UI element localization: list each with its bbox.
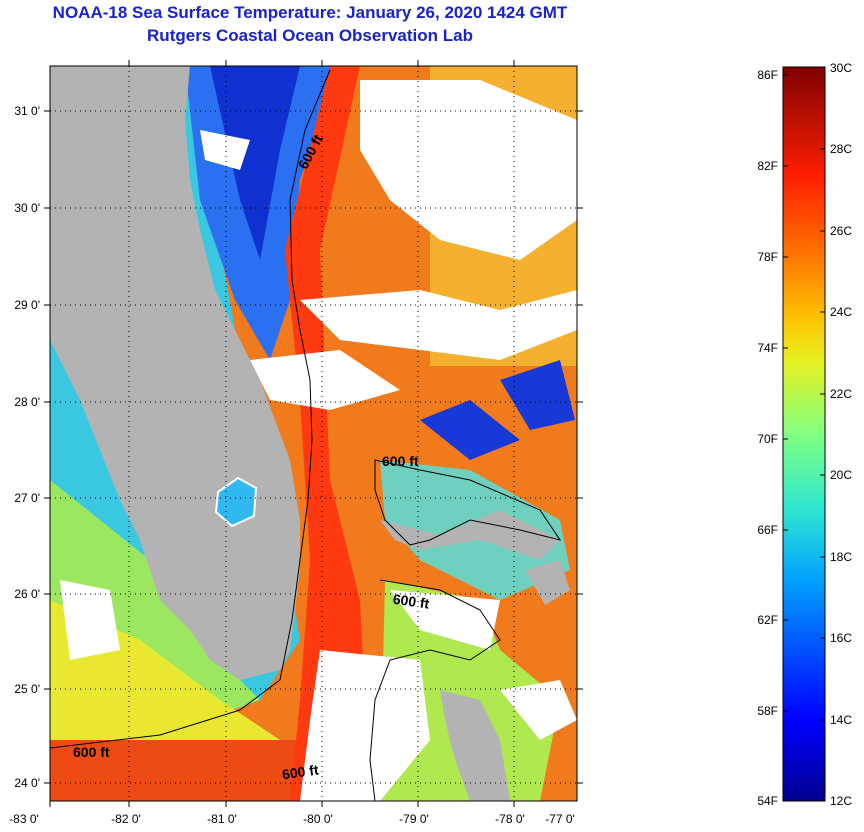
eleuthera (525, 560, 570, 605)
colorbar-c-label: 22C (830, 387, 852, 401)
colorbar-f-label: 54F (757, 794, 778, 808)
colorbar-c-label: 18C (830, 550, 852, 564)
longitude-label: -83 0' (9, 812, 39, 826)
colorbar-c-label: 16C (830, 631, 852, 645)
land (50, 66, 570, 801)
latitude-label: 28 0' (14, 395, 40, 409)
latitude-label: 27 0' (14, 491, 40, 505)
longitude-label: -82 0' (111, 812, 141, 826)
map-subtitle: Rutgers Coastal Ocean Observation Lab (147, 26, 473, 45)
map-frame (49, 65, 578, 802)
colorbar-c-label: 14C (830, 713, 852, 727)
colorbar-f-label: 70F (757, 432, 778, 446)
longitude-label: -79 0' (399, 812, 429, 826)
florida-peninsula (50, 66, 300, 680)
latitude-label: 29 0' (14, 298, 40, 312)
colorbar-f-label: 62F (757, 613, 778, 627)
colorbar-c-label: 12C (830, 794, 852, 808)
isobath-line (369, 579, 501, 801)
longitude-label: -81 0' (207, 812, 237, 826)
cold-patch (420, 400, 520, 460)
longitude-label: -78 0' (495, 812, 525, 826)
colorbar-f-label: 82F (757, 159, 778, 173)
colorbar-f-label: 58F (757, 704, 778, 718)
latitude-label: 26 0' (14, 587, 40, 601)
colorbar-f-label: 66F (757, 523, 778, 537)
colorbar-ticks (783, 66, 825, 721)
andros-island (440, 690, 510, 801)
isobath-line (374, 459, 562, 546)
gulf-stream (285, 66, 370, 801)
isobaths (50, 69, 562, 801)
grand-bahama-abaco (380, 510, 560, 560)
depth-label: 600 ft (73, 744, 110, 760)
sst-image (50, 66, 577, 801)
clouds (60, 80, 577, 801)
colorbar-f-label: 74F (757, 341, 778, 355)
colorbar-f-label: 86F (757, 68, 778, 82)
colorbar-c-label: 26C (830, 224, 852, 238)
cold-patch (500, 360, 575, 430)
colorbar-c-label: 24C (830, 305, 852, 319)
latitude-label: 24 0' (14, 776, 40, 790)
atlantic-coldest-water (210, 66, 300, 260)
depth-label: 600 ft (382, 453, 419, 469)
isobath-line (50, 69, 331, 749)
colorbar-c-label: 20C (830, 468, 852, 482)
keys-warm-water (50, 740, 300, 801)
colorbar-c-label: 30C (830, 61, 852, 75)
depth-label: 600 ft (392, 591, 431, 612)
latitude-label: 31 0' (14, 104, 40, 118)
depth-label: 600 ft (281, 761, 320, 782)
colorbar-f-label: 78F (757, 250, 778, 264)
lake-okeechobee (214, 476, 258, 528)
temperature-colorbar (782, 66, 826, 802)
longitude-label: -77 0' (545, 812, 575, 826)
map-title: NOAA-18 Sea Surface Temperature: January… (52, 3, 568, 22)
latitude-label: 25 0' (14, 682, 40, 696)
colorbar-c-label: 28C (830, 142, 852, 156)
longitude-label: -80 0' (303, 812, 333, 826)
latitude-label: 30 0' (14, 201, 40, 215)
axis-ticks (44, 60, 583, 807)
